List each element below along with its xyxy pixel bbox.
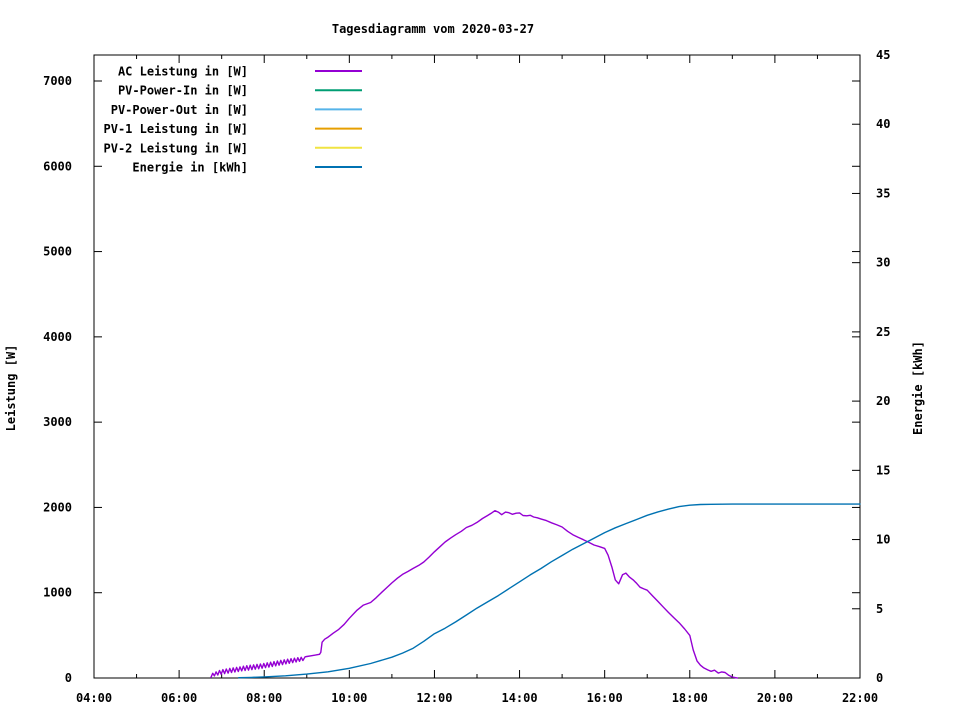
legend-label-pv-2-leistung-in-w: PV-2 Leistung in [W] <box>104 141 249 155</box>
y-right-tick-label: 25 <box>876 325 890 339</box>
legend-label-pv-power-in-in-w: PV-Power-In in [W] <box>118 84 248 98</box>
y-left-tick-label: 2000 <box>43 500 72 514</box>
y-right-tick-label: 40 <box>876 117 890 131</box>
x-tick-label: 08:00 <box>246 691 282 705</box>
y-right-tick-label: 35 <box>876 186 890 200</box>
y-left-tick-label: 4000 <box>43 330 72 344</box>
plot-dynamic-layer: 04:00 06:00 08:00 10:00 12:00 14:00 16:00 18:00… <box>43 48 890 705</box>
y-left-tick-label: 0 <box>65 671 72 685</box>
y-left-tick-label: 6000 <box>43 159 72 173</box>
y-right-tick-label: 15 <box>876 463 890 477</box>
y-left-tick-label: 7000 <box>43 74 72 88</box>
series-ac-leistung-in-w <box>210 510 739 679</box>
x-tick-label: 04:00 <box>76 691 112 705</box>
y-right-tick-label: 0 <box>876 671 883 685</box>
x-tick-label: 12:00 <box>416 691 452 705</box>
y-right-tick-label: 20 <box>876 394 890 408</box>
y-left-tick-label: 3000 <box>43 415 72 429</box>
legend-label-pv-1-leistung-in-w: PV-1 Leistung in [W] <box>104 122 249 136</box>
x-tick-label: 20:00 <box>757 691 793 705</box>
x-tick-label: 14:00 <box>501 691 537 705</box>
chart-title: Tagesdiagramm vom 2020-03-27 <box>332 22 534 36</box>
y-right-tick-label: 10 <box>876 533 890 547</box>
y-right-tick-label: 45 <box>876 48 890 62</box>
y-left-axis-title: Leistung [W] <box>4 345 18 432</box>
y-left-tick-label: 5000 <box>43 245 72 259</box>
series-energie-in-kwh <box>237 503 861 679</box>
y-left-tick-label: 1000 <box>43 586 72 600</box>
y-right-tick-label: 5 <box>876 602 883 616</box>
x-tick-label: 16:00 <box>587 691 623 705</box>
x-tick-label: 22:00 <box>842 691 878 705</box>
y-right-axis-title: Energie [kWh] <box>911 341 925 435</box>
x-tick-label: 18:00 <box>672 691 708 705</box>
legend-label-energie-in-kwh: Energie in [kWh] <box>132 161 248 175</box>
x-tick-label: 10:00 <box>331 691 367 705</box>
y-right-tick-label: 30 <box>876 256 890 270</box>
legend-label-pv-power-out-in-w: PV-Power-Out in [W] <box>111 103 248 117</box>
legend-label-ac-leistung-in-w: AC Leistung in [W] <box>118 65 248 79</box>
x-tick-label: 06:00 <box>161 691 197 705</box>
